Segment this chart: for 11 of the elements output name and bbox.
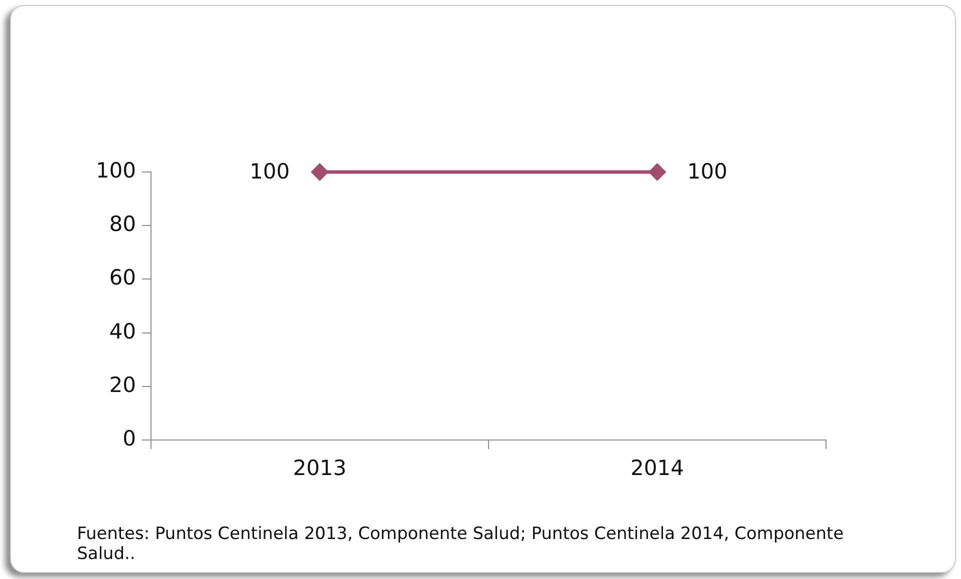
- y-tick-label: 100: [96, 158, 136, 182]
- source-note: Fuentes: Puntos Centinela 2013, Componente Salud; Puntos Centinela 2014, Componente Salud..: [77, 524, 845, 564]
- x-tick-label: 2013: [293, 456, 346, 480]
- y-tick-label: 0: [122, 426, 136, 450]
- data-label: 100: [250, 159, 290, 184]
- y-tick-label: 60: [109, 266, 136, 290]
- y-tick-label: 80: [109, 212, 136, 236]
- data-label: 100: [687, 159, 728, 184]
- y-tick-label: 20: [109, 372, 136, 397]
- x-tick-label: 2014: [630, 456, 684, 480]
- y-tick-label: 40: [109, 319, 136, 344]
